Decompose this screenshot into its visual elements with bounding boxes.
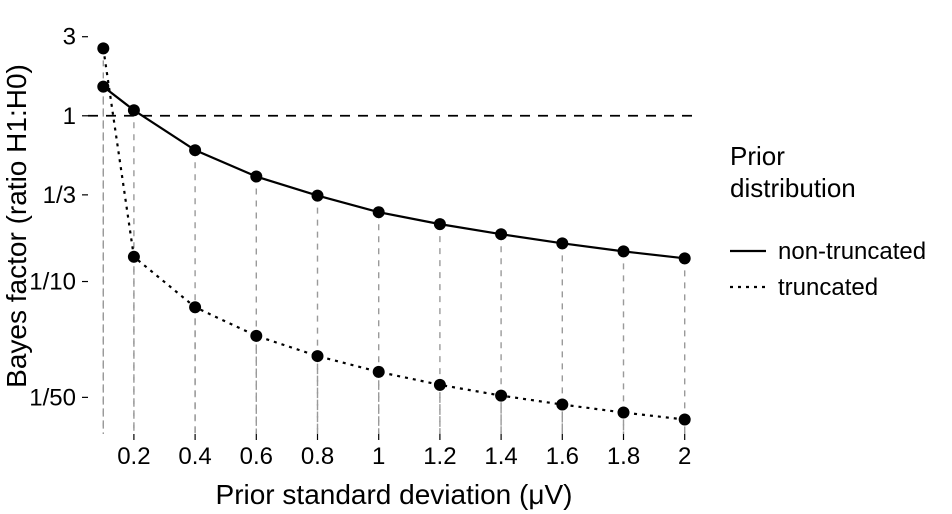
x-tick-label: 1.2 xyxy=(423,443,456,470)
series-point xyxy=(250,171,262,183)
y-tick-label: 1/3 xyxy=(43,182,76,209)
series-point xyxy=(679,252,691,264)
series-point xyxy=(128,251,140,263)
series-point xyxy=(373,206,385,218)
y-tick-label: 3 xyxy=(63,24,76,51)
x-tick-label: 0.2 xyxy=(117,443,150,470)
y-tick-label: 1 xyxy=(63,103,76,130)
legend-label: truncated xyxy=(778,274,878,301)
series-point xyxy=(312,350,324,362)
series-point xyxy=(250,330,262,342)
series-point xyxy=(434,379,446,391)
series-point xyxy=(312,190,324,202)
series-point xyxy=(618,245,630,257)
y-tick-label: 1/10 xyxy=(29,269,76,296)
x-tick-label: 1.8 xyxy=(607,443,640,470)
x-tick-label: 0.6 xyxy=(240,443,273,470)
x-tick-label: 0.4 xyxy=(178,443,211,470)
legend-title-line: Prior xyxy=(730,141,785,171)
series-point xyxy=(495,390,507,402)
y-tick-label: 1/50 xyxy=(29,384,76,411)
series-point xyxy=(618,407,630,419)
series-point xyxy=(679,414,691,426)
chart-container: 0.2 0.4 0.6 0.8 1 1.2 1.4 1.6 1.8 2 1/50 1/10 1/3 1 3 B… xyxy=(0,0,952,514)
series-point xyxy=(189,144,201,156)
series-point xyxy=(128,104,140,116)
series-point xyxy=(495,228,507,240)
series-point xyxy=(97,42,109,54)
y-axis-title: Bayes factor (ratio H1:H0) xyxy=(1,64,32,388)
x-tick-label: 1 xyxy=(372,443,385,470)
x-tick-label: 0.8 xyxy=(301,443,334,470)
series-point xyxy=(556,399,568,411)
x-axis-title: Prior standard deviation (μV) xyxy=(216,479,573,510)
series-point xyxy=(434,218,446,230)
chart-svg: 0.2 0.4 0.6 0.8 1 1.2 1.4 1.6 1.8 2 1/50 1/10 1/3 1 3 B… xyxy=(0,0,952,514)
x-tick-label: 1.6 xyxy=(546,443,579,470)
legend-title-line: distribution xyxy=(730,173,856,203)
series-point xyxy=(556,237,568,249)
x-tick-label: 1.4 xyxy=(484,443,517,470)
x-tick-label: 2 xyxy=(678,443,691,470)
legend-label: non-truncated xyxy=(778,238,926,265)
series-point xyxy=(189,301,201,313)
series-point xyxy=(373,366,385,378)
